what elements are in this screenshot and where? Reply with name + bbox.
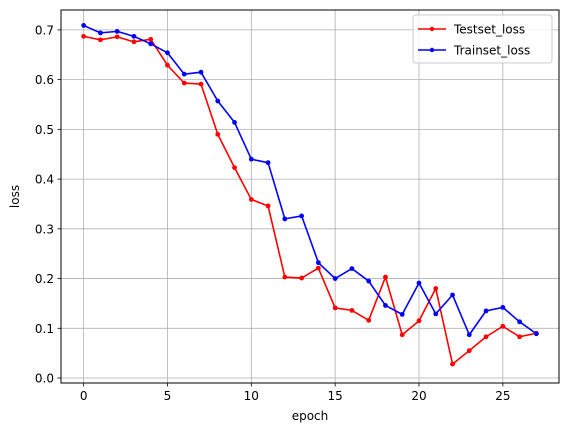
data-point [466, 348, 472, 354]
data-point [500, 323, 506, 329]
x-tick-label: 10 [244, 389, 259, 403]
data-point [265, 203, 271, 209]
legend-marker-testset [429, 26, 435, 32]
data-point [165, 50, 170, 56]
data-point [299, 213, 305, 219]
data-point [399, 311, 405, 317]
data-point [81, 23, 87, 28]
data-point [98, 30, 103, 36]
ticks: 0 5 10 15 20 25 0.0 0.1 0.2 0.3 0.4 0.5 0.6 0.7 [35, 23, 511, 403]
data-point [383, 303, 388, 308]
data-point [248, 197, 254, 202]
data-point [500, 305, 506, 310]
data-point [265, 160, 271, 166]
x-tick-label: 0 [80, 389, 88, 403]
series-line-1 [83, 24, 537, 336]
y-tick-label: 0.2 [35, 272, 54, 286]
data-point [248, 156, 254, 162]
data-point [483, 308, 489, 314]
data-point [517, 319, 522, 325]
data-point [450, 361, 455, 367]
data-point [349, 266, 355, 272]
data-point [98, 37, 103, 43]
legend-label-testset: Testset_loss [453, 23, 525, 37]
legend-label-trainset: Trainset_loss [453, 44, 530, 58]
data-point [366, 317, 372, 323]
y-tick-label: 0.3 [35, 222, 54, 236]
data-point [131, 33, 137, 39]
data-point [114, 34, 120, 40]
data-point [483, 334, 489, 340]
data-point [399, 332, 405, 338]
data-point [148, 41, 154, 47]
y-tick-label: 0.0 [35, 372, 54, 386]
data-point [181, 80, 187, 86]
y-tick-label: 0.4 [35, 173, 54, 187]
data-point [165, 62, 170, 68]
data-point [131, 39, 137, 45]
data-point [315, 265, 321, 271]
data-point [232, 165, 237, 171]
data-point [366, 278, 372, 284]
data-point [215, 98, 221, 104]
x-axis-label: epoch [292, 409, 329, 423]
x-tick-label: 20 [411, 389, 426, 403]
x-tick-label: 25 [495, 389, 510, 403]
data-point [433, 311, 439, 317]
data-point [533, 331, 539, 337]
data-point [349, 307, 355, 313]
data-point [114, 28, 120, 34]
data-point [282, 216, 288, 222]
data-point [416, 280, 422, 286]
y-axis-label: loss [8, 185, 22, 208]
data-point [215, 131, 221, 137]
data-point [332, 305, 338, 311]
data-point [332, 276, 338, 281]
data-point [383, 274, 388, 280]
data-point [450, 292, 455, 298]
data-point [198, 81, 204, 87]
data-point [148, 36, 154, 42]
data-point [416, 318, 422, 324]
data-point [198, 69, 204, 75]
data-point [433, 286, 439, 291]
series-line-0 [83, 35, 537, 365]
data-point [517, 334, 522, 340]
data-point [232, 119, 237, 125]
series-layer [81, 23, 539, 367]
y-tick-label: 0.7 [35, 23, 54, 37]
data-point [181, 71, 187, 77]
legend: Testset_loss Trainset_loss [412, 14, 553, 64]
y-tick-label: 0.1 [35, 322, 54, 336]
data-point [315, 260, 321, 266]
data-point [282, 274, 288, 280]
x-tick-label: 15 [328, 389, 343, 403]
grid [61, 10, 559, 383]
data-point [466, 332, 472, 338]
legend-marker-trainset [429, 47, 435, 53]
axes-frame [60, 9, 560, 384]
y-tick-label: 0.6 [35, 73, 54, 87]
x-tick-label: 5 [164, 389, 172, 403]
data-point [81, 33, 87, 39]
data-point [299, 275, 305, 281]
y-tick-label: 0.5 [35, 123, 54, 137]
legend-box [412, 14, 553, 64]
